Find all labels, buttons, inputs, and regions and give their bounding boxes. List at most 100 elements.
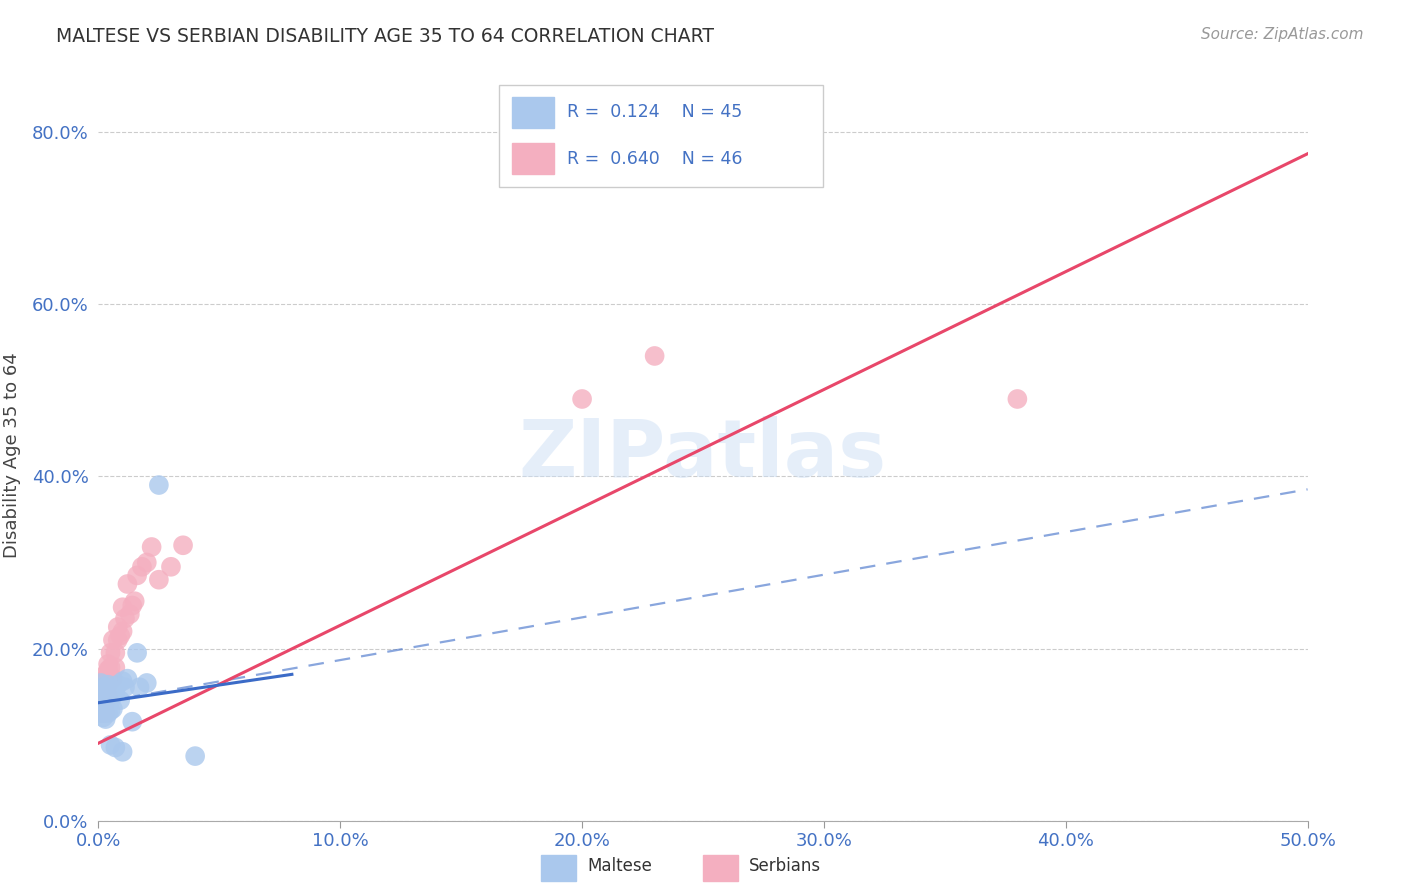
Point	[94, 695, 117, 709]
Bar	[512, 144, 554, 174]
Point	[111, 674, 134, 689]
Point	[148, 573, 170, 587]
Bar	[541, 855, 576, 881]
Point	[97, 706, 120, 720]
Point	[90, 693, 112, 707]
Point	[111, 624, 134, 639]
Point	[91, 690, 114, 705]
Text: R =  0.124    N = 45: R = 0.124 N = 45	[567, 103, 742, 121]
Point	[94, 680, 117, 694]
Point	[90, 706, 112, 720]
Point	[94, 693, 117, 707]
Point	[127, 646, 149, 660]
Text: Source: ZipAtlas.com: Source: ZipAtlas.com	[1201, 27, 1364, 42]
Point	[118, 607, 141, 621]
Point	[90, 680, 112, 694]
Point	[90, 702, 112, 716]
Point	[101, 689, 124, 703]
Point	[91, 689, 114, 703]
FancyBboxPatch shape	[499, 85, 823, 187]
Bar	[512, 97, 554, 128]
Point	[94, 667, 117, 681]
Point	[107, 678, 129, 692]
Point	[91, 676, 114, 690]
Point	[104, 686, 127, 700]
Point	[90, 702, 112, 716]
Point	[97, 686, 120, 700]
Point	[135, 676, 157, 690]
Bar	[703, 855, 738, 881]
Point	[108, 629, 131, 643]
Point	[104, 646, 127, 660]
Point	[91, 704, 114, 718]
Point	[97, 678, 120, 692]
Point	[91, 691, 114, 706]
Point	[91, 704, 114, 718]
Point	[97, 663, 120, 677]
Point	[91, 698, 114, 712]
Text: R =  0.640    N = 46: R = 0.640 N = 46	[567, 150, 742, 168]
Point	[128, 680, 150, 694]
Point	[141, 540, 163, 554]
Point	[100, 660, 122, 674]
Point	[104, 740, 127, 755]
Point	[91, 710, 114, 724]
Point	[127, 568, 149, 582]
Point	[97, 689, 120, 703]
Point	[97, 657, 120, 671]
Point	[90, 676, 112, 690]
Point	[90, 686, 112, 700]
Point	[94, 712, 117, 726]
Point	[148, 478, 170, 492]
Point	[90, 689, 112, 703]
Point	[1007, 392, 1029, 406]
Point	[100, 738, 122, 752]
Point	[91, 682, 114, 697]
Point	[90, 684, 112, 698]
Point	[90, 693, 112, 707]
Point	[91, 695, 114, 709]
Point	[124, 594, 146, 608]
Point	[121, 599, 143, 613]
Point	[101, 702, 124, 716]
Point	[172, 538, 194, 552]
Point	[111, 600, 134, 615]
Point	[100, 704, 122, 718]
Point	[117, 577, 139, 591]
Point	[100, 646, 122, 660]
Point	[91, 686, 114, 700]
Point	[101, 632, 124, 647]
Point	[114, 611, 136, 625]
Point	[94, 695, 117, 709]
Text: Maltese: Maltese	[588, 857, 652, 875]
Point	[107, 620, 129, 634]
Point	[94, 706, 117, 720]
Point	[90, 680, 112, 694]
Point	[94, 686, 117, 700]
Point	[94, 672, 117, 686]
Point	[91, 698, 114, 712]
Point	[131, 559, 153, 574]
Point	[100, 693, 122, 707]
Point	[117, 672, 139, 686]
Point	[90, 686, 112, 700]
Point	[107, 632, 129, 647]
Text: Serbians: Serbians	[748, 857, 821, 875]
Point	[111, 745, 134, 759]
Point	[100, 669, 122, 683]
Text: ZIPatlas: ZIPatlas	[519, 416, 887, 494]
Point	[94, 689, 117, 703]
Point	[114, 680, 136, 694]
Point	[571, 392, 593, 406]
Point	[91, 682, 114, 697]
Point	[97, 678, 120, 692]
Point	[104, 660, 127, 674]
Point	[644, 349, 666, 363]
Y-axis label: Disability Age 35 to 64: Disability Age 35 to 64	[3, 352, 21, 558]
Point	[184, 749, 207, 764]
Point	[101, 672, 124, 686]
Point	[108, 693, 131, 707]
Point	[90, 706, 112, 720]
Point	[160, 559, 183, 574]
Point	[135, 556, 157, 570]
